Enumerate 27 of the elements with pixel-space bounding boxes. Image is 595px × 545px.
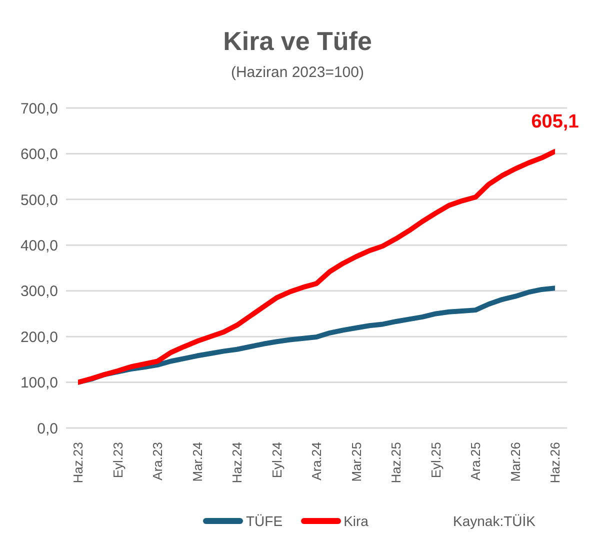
y-tick-label: 0,0 xyxy=(37,420,58,438)
x-tick-label: Haz.23 xyxy=(70,442,86,484)
y-tick-label: 400,0 xyxy=(20,237,58,254)
x-tick-label: Ara.23 xyxy=(150,442,165,480)
x-tick-label: Mar.24 xyxy=(190,442,205,482)
x-tick-label: Mar.26 xyxy=(508,442,523,482)
x-tick-label: Mar.25 xyxy=(348,442,364,482)
legend-label: Kira xyxy=(344,513,368,529)
y-tick-label: 200,0 xyxy=(20,328,58,346)
x-tick-label: Eyl.23 xyxy=(110,442,126,478)
x-tick-label: Ara.24 xyxy=(309,442,324,480)
annotation: 605,1 xyxy=(531,111,580,132)
legend-label: TÜFE xyxy=(246,513,283,529)
y-tick-label: 300,0 xyxy=(20,283,58,300)
y-tick-label: 700,0 xyxy=(20,100,58,118)
x-tick-label: Haz.24 xyxy=(230,442,244,484)
y-tick-label: 600,0 xyxy=(20,146,58,164)
x-tick-label: Haz.25 xyxy=(388,442,404,484)
x-tick-label: Haz.26 xyxy=(548,442,562,484)
x-tick-label: Eyl.25 xyxy=(428,442,444,478)
text: Kaynak:TÜİK xyxy=(453,513,536,529)
y-tick-label: 500,0 xyxy=(20,192,58,209)
x-tick-label: Eyl.24 xyxy=(269,442,284,478)
x-tick-label: Ara.25 xyxy=(468,442,483,480)
chart-subtitle: (Haziran 2023=100) xyxy=(230,64,365,81)
y-tick-label: 100,0 xyxy=(20,374,58,392)
chart-title: Kira ve Tüfe xyxy=(222,26,373,57)
